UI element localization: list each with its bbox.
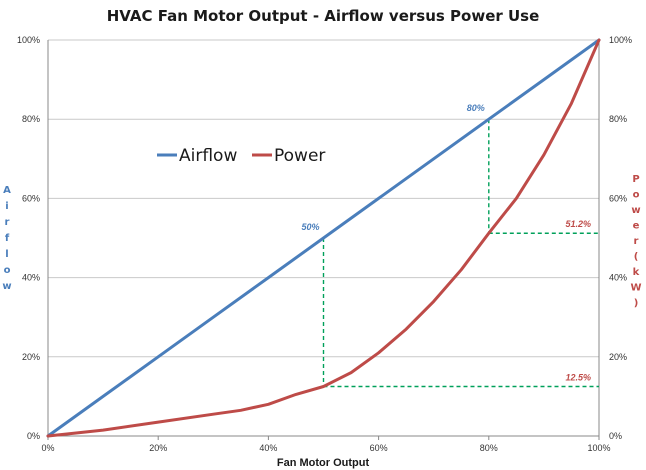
y-tick-label-left: 100% [17,35,40,45]
y-tick-label-left: 60% [22,193,40,203]
y-tick-label-right: 100% [609,35,632,45]
x-tick-label: 20% [149,443,167,453]
series-line-airflow [46,38,601,438]
legend: Airflow Power [157,146,325,166]
y-tick-label-right: 20% [609,352,627,362]
gridlines [47,39,600,440]
y-axis-label-right-char: ( [634,252,639,263]
y-tick-label-left: 80% [22,114,40,124]
annotation-label: 80% [467,103,485,113]
y-axis-label-right-char: w [631,205,640,216]
x-tick-label: 80% [480,443,498,453]
y-axis-label-left-char: l [5,249,8,260]
annotation-label: 50% [301,222,319,232]
y-axis-label-right-char: r [634,236,639,247]
series-line-power [46,38,601,438]
annotation-label: 51.2% [565,219,591,229]
x-tick-label: 0% [41,443,54,453]
tick-labels: 0% 0%20% 20%40% 40%60% 60%80% 80%100% 100%0% 20… [17,35,632,453]
y-axis-label-left-char: w [2,281,11,292]
y-axis-label-left-char: A [3,185,11,196]
y-axis-label-right-char: e [633,221,640,232]
x-axis-label: Fan Motor Output [277,457,370,469]
legend-label-airflow: Airflow [179,146,237,166]
annotations: 50% 80% 51.2% 12.5% [301,103,591,382]
y-tick-label-left: 40% [22,273,40,283]
y-tick-label-right: 40% [609,273,627,283]
y-axis-label-left-char: i [5,201,8,212]
y-axis-label-right-char: o [633,190,640,201]
y-axis-label-left-char: o [4,265,11,276]
y-axis-label-right-char: ) [634,298,639,309]
x-tick-label: 40% [259,443,277,453]
x-tick-label: 100% [587,443,610,453]
legend-label-power: Power [274,146,325,166]
y-tick-label-right: 0% [609,431,622,441]
y-axis-label-right-char: P [632,174,639,185]
y-tick-label-right: 80% [609,114,627,124]
y-axis-label-left-char: f [5,233,10,244]
y-tick-label-left: 20% [22,352,40,362]
annotation-label: 12.5% [565,373,591,383]
chart-title: HVAC Fan Motor Output - Airflow versus P… [107,7,540,25]
guide-lines [322,119,599,388]
y-tick-label-left: 0% [27,431,40,441]
y-tick-label-right: 60% [609,193,627,203]
series-lines [46,38,601,438]
y-axis-label-left-char: r [5,217,10,228]
y-axis-label-right-char: W [630,283,641,294]
x-tick-label: 60% [370,443,388,453]
y-axis-label-right-char: k [633,267,640,278]
